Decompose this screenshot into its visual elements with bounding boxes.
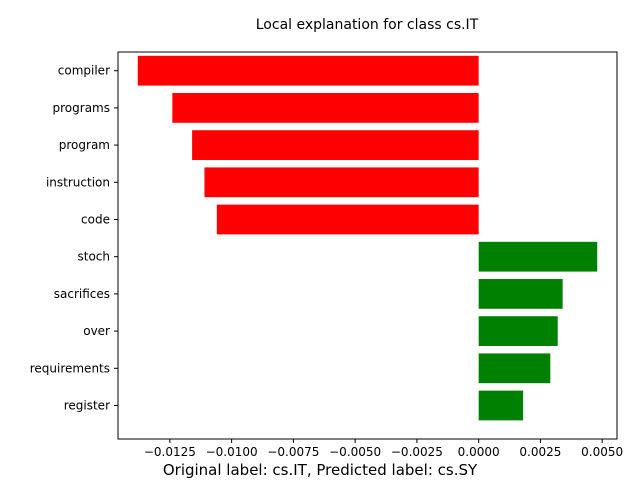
x-tick-label: −0.0025 bbox=[391, 445, 443, 459]
y-tick-label: compiler bbox=[58, 64, 110, 78]
x-tick-label: −0.0050 bbox=[329, 445, 381, 459]
bar-requirements bbox=[478, 353, 551, 384]
bar-programs bbox=[172, 93, 479, 123]
bar-register bbox=[478, 390, 524, 421]
y-tick-label: code bbox=[81, 213, 110, 227]
x-tick-label: −0.0125 bbox=[144, 445, 196, 459]
y-tick-label: register bbox=[64, 399, 110, 413]
bar-code bbox=[216, 204, 479, 235]
y-tick-label: sacrifices bbox=[54, 287, 110, 301]
x-tick-label: 0.0000 bbox=[458, 445, 500, 459]
y-tick-label: program bbox=[59, 138, 110, 152]
chart-title: Local explanation for class cs.IT bbox=[256, 17, 479, 33]
chart-footer: Original label: cs.IT, Predicted label: … bbox=[163, 461, 478, 479]
y-tick-label: requirements bbox=[30, 361, 110, 375]
x-tick-label: 0.0025 bbox=[519, 445, 561, 459]
x-tick-label: 0.0050 bbox=[581, 445, 623, 459]
bar-over bbox=[478, 316, 558, 346]
bar-sacrifices bbox=[478, 279, 563, 309]
x-tick-label: −0.0075 bbox=[267, 445, 319, 459]
bar-stoch bbox=[478, 241, 598, 272]
y-axis-ticks: compiler programs program instruction code st… bbox=[30, 64, 118, 413]
bar-instruction bbox=[204, 167, 479, 198]
bar-program bbox=[192, 130, 479, 160]
plot-frame bbox=[117, 51, 618, 440]
bar-compiler bbox=[137, 55, 479, 86]
y-tick-label: instruction bbox=[46, 175, 110, 189]
x-tick-label: −0.0100 bbox=[206, 445, 258, 459]
x-axis-ticks: −0.0125 −0.0100 −0.0075 −0.0050 −0.0025 0.000… bbox=[144, 439, 623, 459]
y-tick-label: programs bbox=[53, 101, 110, 115]
y-tick-label: over bbox=[83, 324, 110, 338]
bars-group bbox=[137, 55, 598, 421]
y-tick-label: stoch bbox=[77, 250, 110, 264]
